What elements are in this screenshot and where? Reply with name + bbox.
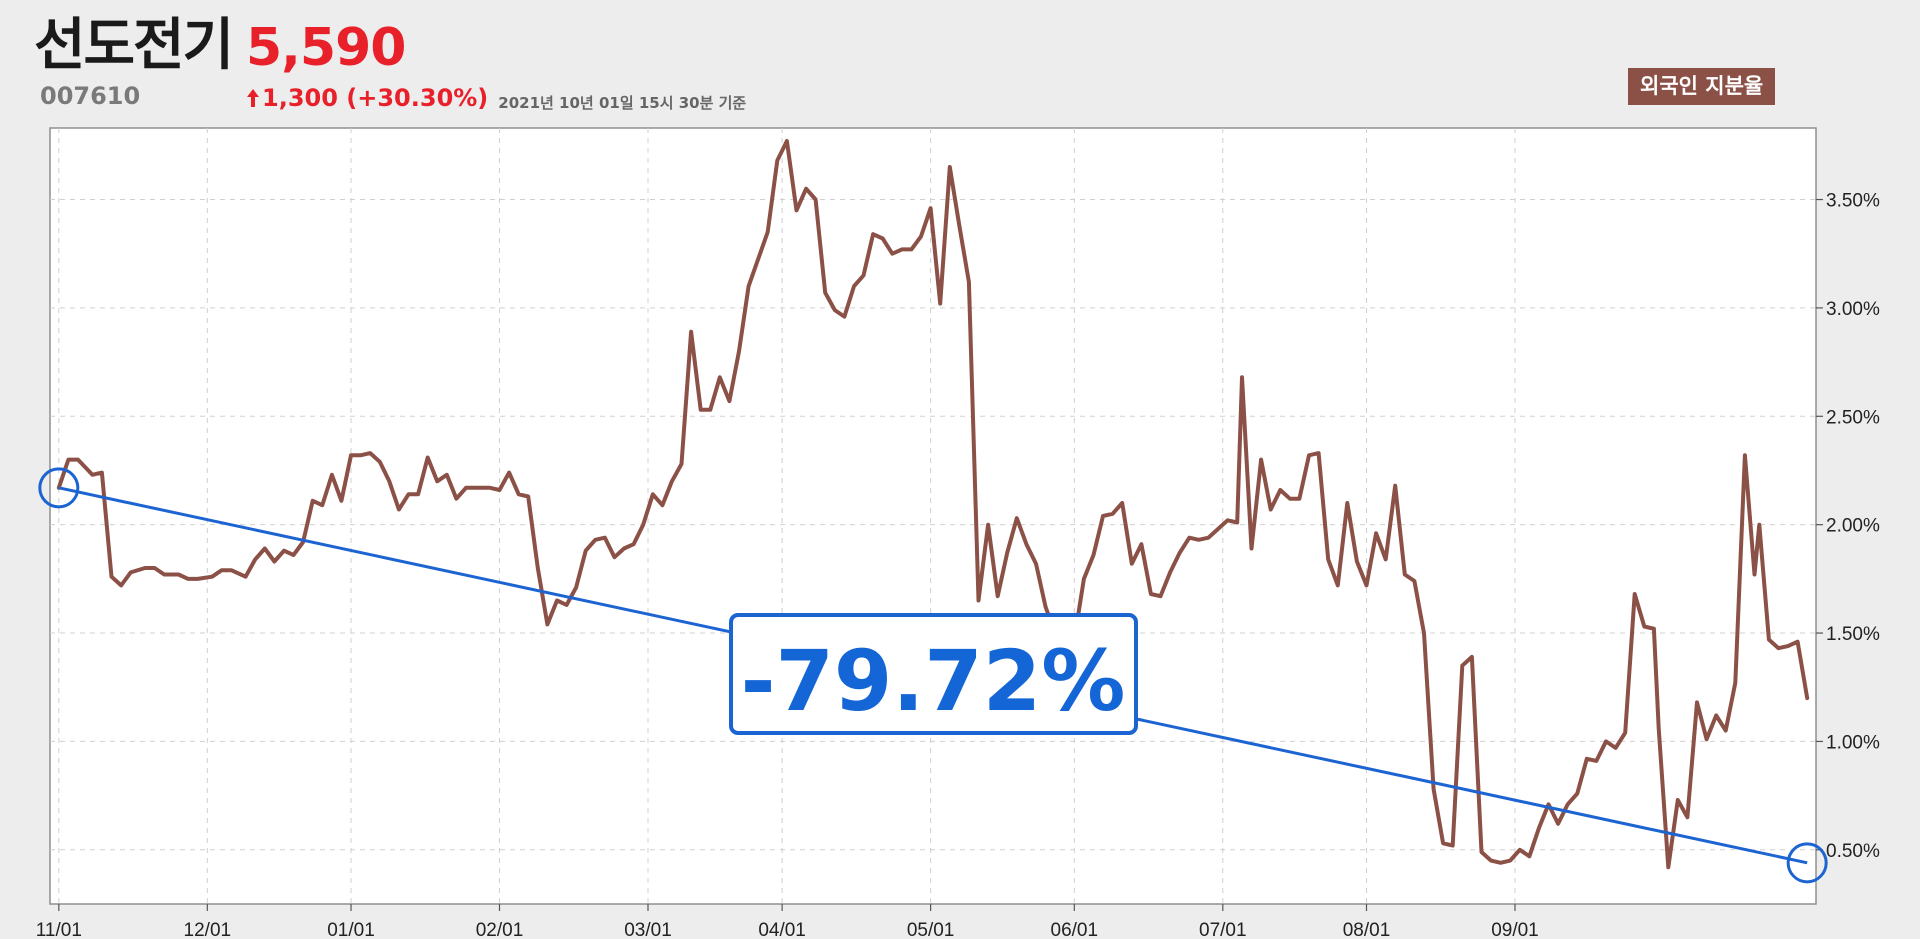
y-tick-label: 3.00% bbox=[1826, 299, 1880, 320]
y-axis-ticks: 0.50% 1.00% 1.50% 2.00% 2.50% 3.00% 3.50% bbox=[1816, 191, 1880, 862]
x-tick-label: 04/01 bbox=[758, 920, 806, 939]
x-tick-label: 07/01 bbox=[1199, 920, 1247, 939]
price-change-value: 1,300 (+30.30%) bbox=[262, 84, 489, 112]
end-marker bbox=[1786, 842, 1828, 884]
y-tick-label: 1.00% bbox=[1826, 732, 1880, 753]
stock-name: 선도전기 bbox=[34, 13, 234, 78]
start-marker bbox=[38, 467, 80, 509]
change-label-box bbox=[729, 613, 1138, 735]
x-tick-label: 11/01 bbox=[36, 920, 82, 939]
stock-code: 007610 bbox=[40, 82, 141, 110]
x-tick-label: 03/01 bbox=[624, 920, 672, 939]
plot-area bbox=[49, 127, 1817, 905]
y-tick-label: 2.00% bbox=[1826, 516, 1880, 537]
x-axis-ticks: 11/01 12/01 01/01 02/01 03/01 04/01 05/01 06/01… bbox=[36, 904, 1539, 939]
y-tick-label: 2.50% bbox=[1826, 407, 1880, 428]
x-tick-label: 05/01 bbox=[907, 920, 955, 939]
up-arrow-icon bbox=[247, 89, 259, 107]
price-change-row: 1,300 (+30.30%) 2021년 10년 01일 15시 30분 기준 bbox=[246, 86, 746, 111]
y-tick-label: 0.50% bbox=[1826, 841, 1880, 862]
metric-badge[interactable]: 외국인 지분율 bbox=[1628, 68, 1776, 106]
y-tick-label: 3.50% bbox=[1826, 191, 1880, 212]
series-line bbox=[56, 139, 1810, 870]
stock-price: 5,590 bbox=[246, 18, 406, 78]
x-tick-label: 02/01 bbox=[476, 920, 524, 939]
x-tick-label: 12/01 bbox=[184, 920, 232, 939]
x-tick-label: 06/01 bbox=[1051, 920, 1099, 939]
x-tick-label: 01/01 bbox=[327, 920, 375, 939]
timestamp: 2021년 10년 01일 15시 30분 기준 bbox=[498, 94, 747, 112]
x-tick-label: 08/01 bbox=[1343, 920, 1391, 939]
y-tick-label: 1.50% bbox=[1826, 624, 1880, 645]
horizontal-gridlines bbox=[50, 199, 1816, 851]
price-change: 1,300 (+30.30%) bbox=[246, 86, 488, 110]
change-label: -79.72% bbox=[741, 632, 1126, 730]
x-tick-label: 09/01 bbox=[1491, 920, 1539, 939]
